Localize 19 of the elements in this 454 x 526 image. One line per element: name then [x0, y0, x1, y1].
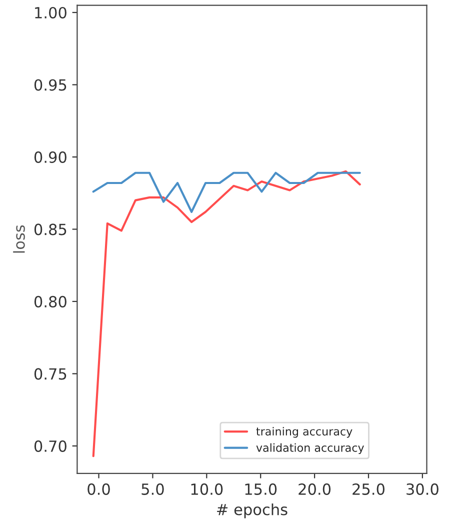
y-tick-label: 0.70 [34, 440, 66, 452]
y-axis-title: loss [13, 225, 25, 253]
y-tick-label: 1.00 [35, 6, 66, 19]
x-axis-title: # epochs [217, 503, 288, 518]
x-tick-label: 5.0 [142, 483, 164, 495]
x-tick-label: 30.0 [406, 483, 438, 495]
y-tick-label: 0.75 [34, 368, 66, 380]
y-tick-label: 0.95 [34, 79, 66, 91]
legend-label: training accuracy [256, 426, 352, 438]
y-tick-label: 0.85 [34, 224, 66, 236]
x-tick-label: 10.0 [191, 483, 223, 495]
x-tick-label: 25.0 [352, 483, 384, 495]
x-tick-label: 15.0 [245, 483, 277, 495]
y-tick-label: 0.80 [34, 296, 66, 308]
line-series [92, 172, 361, 213]
x-tick-label: 20.0 [298, 483, 331, 495]
legend-label: validation accuracy [256, 443, 364, 454]
x-tick-label: 0.0 [88, 483, 110, 495]
y-tick-label: 0.90 [34, 151, 66, 163]
